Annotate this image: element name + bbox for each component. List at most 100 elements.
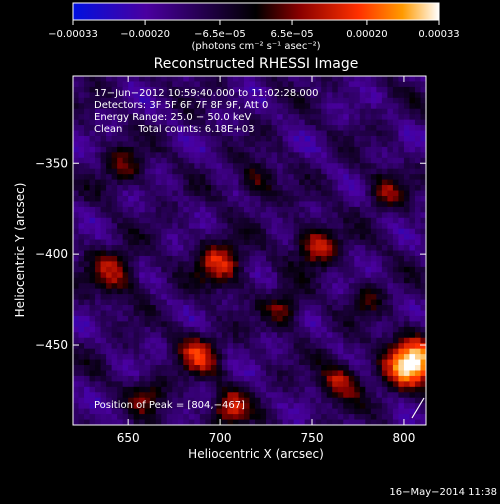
- heatmap-cell: [111, 245, 118, 251]
- heatmap-cell: [73, 375, 80, 382]
- heatmap-cell: [271, 261, 278, 268]
- heatmap-cell: [381, 294, 388, 301]
- heatmap-cell: [293, 185, 300, 192]
- heatmap-cell: [111, 206, 118, 213]
- heatmap-cell: [89, 174, 96, 181]
- heatmap-cell: [255, 185, 262, 192]
- heatmap-cell: [84, 354, 91, 361]
- heatmap-cell: [282, 359, 289, 366]
- heatmap-cell: [282, 261, 289, 268]
- heatmap-cell: [155, 179, 162, 186]
- heatmap-cell: [150, 337, 157, 344]
- heatmap-cell: [398, 266, 405, 273]
- heatmap-cell: [144, 337, 151, 344]
- heatmap-cell: [403, 146, 410, 153]
- heatmap-cell: [255, 234, 262, 241]
- heatmap-cell: [293, 130, 300, 137]
- heatmap-cell: [161, 174, 168, 181]
- heatmap-cell: [155, 206, 162, 213]
- heatmap-cell: [326, 299, 333, 306]
- heatmap-cell: [117, 283, 124, 290]
- heatmap-cell: [227, 354, 234, 361]
- heatmap-cell: [89, 135, 96, 142]
- heatmap-cell: [310, 179, 317, 186]
- heatmap-cell: [266, 392, 273, 399]
- heatmap-cell: [249, 365, 256, 371]
- heatmap-cell: [111, 310, 118, 317]
- heatmap-cell: [348, 359, 355, 366]
- heatmap-cell: [172, 326, 179, 333]
- heatmap-cell: [78, 190, 85, 197]
- heatmap-cell: [304, 185, 311, 192]
- heatmap-cell: [420, 305, 426, 311]
- heatmap-cell: [255, 108, 262, 115]
- heatmap-cell: [403, 403, 410, 410]
- heatmap-cell: [78, 179, 85, 186]
- heatmap-cell: [343, 92, 350, 99]
- heatmap-cell: [409, 223, 416, 230]
- heatmap-cell: [177, 195, 184, 202]
- heatmap-cell: [326, 321, 333, 328]
- heatmap-cell: [161, 185, 168, 192]
- heatmap-cell: [210, 125, 217, 132]
- heatmap-cell: [326, 97, 333, 104]
- heatmap-cell: [288, 179, 295, 186]
- heatmap-cell: [221, 272, 228, 279]
- heatmap-cell: [376, 288, 383, 295]
- heatmap-cell: [232, 359, 239, 366]
- heatmap-cell: [332, 92, 339, 99]
- heatmap-cell: [133, 299, 140, 306]
- heatmap-cell: [321, 179, 328, 186]
- heatmap-cell: [359, 305, 366, 311]
- heatmap-cell: [387, 217, 394, 224]
- heatmap-cell: [216, 103, 223, 110]
- heatmap-cell: [299, 228, 306, 235]
- heatmap-cell: [359, 294, 366, 301]
- heatmap-cell: [100, 228, 107, 235]
- heatmap-cell: [95, 321, 102, 328]
- heatmap-cell: [166, 305, 173, 311]
- heatmap-cell: [221, 103, 228, 110]
- heatmap-cell: [194, 288, 201, 295]
- heatmap-cell: [106, 397, 113, 404]
- heatmap-cell: [205, 392, 212, 399]
- heatmap-cell: [392, 294, 399, 301]
- heatmap-cell: [332, 146, 339, 153]
- heatmap-cell: [266, 266, 273, 273]
- heatmap-cell: [139, 337, 146, 344]
- heatmap-cell: [387, 272, 394, 279]
- heatmap-cell: [210, 234, 217, 241]
- heatmap-cell: [117, 97, 124, 104]
- heatmap-cell: [150, 195, 157, 202]
- heatmap-cell: [348, 370, 355, 377]
- heatmap-cell: [183, 386, 190, 393]
- heatmap-cell: [111, 157, 118, 164]
- heatmap-cell: [172, 414, 179, 421]
- heatmap-cell: [210, 266, 217, 273]
- heatmap-cell: [100, 195, 107, 202]
- heatmap-cell: [95, 217, 102, 224]
- heatmap-cell: [232, 97, 239, 104]
- heatmap-cell: [255, 283, 262, 290]
- heatmap-cell: [310, 103, 317, 110]
- heatmap-cell: [73, 419, 80, 425]
- heatmap-cell: [409, 386, 416, 393]
- heatmap-cell: [166, 114, 173, 121]
- heatmap-cell: [210, 337, 217, 344]
- heatmap-cell: [321, 365, 328, 371]
- heatmap-cell: [183, 146, 190, 153]
- heatmap-cell: [139, 332, 146, 339]
- heatmap-cell: [293, 157, 300, 164]
- heatmap-cell: [326, 348, 333, 355]
- heatmap-cell: [365, 195, 372, 202]
- heatmap-cell: [221, 310, 228, 317]
- heatmap-cell: [326, 185, 333, 192]
- heatmap-cell: [420, 239, 426, 246]
- heatmap-cell: [177, 103, 184, 110]
- heatmap-cell: [199, 397, 206, 404]
- heatmap-cell: [310, 119, 317, 126]
- heatmap-cell: [122, 375, 129, 382]
- heatmap-cell: [321, 294, 328, 301]
- heatmap-cell: [227, 119, 234, 126]
- heatmap-cell: [122, 97, 129, 104]
